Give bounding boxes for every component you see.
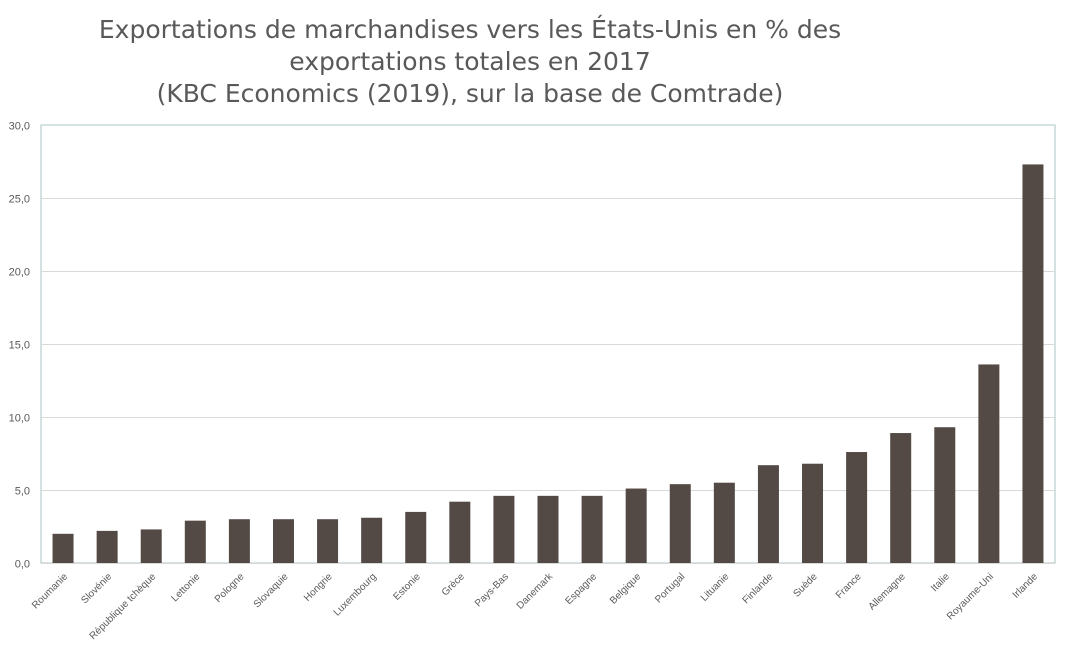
y-tick-label: 0,0 — [15, 559, 30, 571]
bar — [184, 520, 206, 563]
bar — [978, 364, 1000, 563]
y-tick-label: 20,0 — [9, 267, 30, 279]
y-tick-label: 30,0 — [9, 121, 30, 133]
x-tick-label: Danemark — [515, 571, 556, 612]
x-tick-label: Slovaquie — [252, 571, 291, 610]
x-tick-label: Slovénie — [79, 571, 114, 606]
bar — [890, 433, 912, 563]
y-tick-label: 10,0 — [9, 413, 30, 425]
x-tick-label: Finlande — [741, 571, 776, 606]
y-tick-label: 25,0 — [9, 194, 30, 206]
x-tick-label: Italie — [929, 571, 952, 594]
x-tick-label: Lettonie — [169, 571, 202, 604]
y-tick-label: 15,0 — [9, 340, 30, 352]
chart-title: Exportations de marchandises vers les Ét… — [80, 14, 860, 110]
bar — [361, 517, 383, 563]
x-tick-label: Portugal — [653, 571, 687, 605]
bar — [757, 465, 779, 563]
x-tick-label: Royaume-Uni — [945, 571, 996, 622]
bar — [96, 530, 118, 563]
x-tick-label: Suède — [791, 571, 820, 600]
bar — [405, 511, 427, 563]
bar — [52, 533, 74, 563]
x-tick-label: Grèce — [440, 571, 467, 598]
bar — [317, 519, 339, 563]
chart-title-line-3: (KBC Economics (2019), sur la base de Co… — [156, 79, 784, 108]
bar — [1022, 164, 1044, 564]
bar — [581, 495, 603, 563]
x-tick-label: Roumanie — [30, 571, 70, 611]
bar — [493, 495, 515, 563]
bar — [625, 488, 647, 563]
bar — [802, 463, 824, 563]
bar — [537, 495, 559, 563]
x-tick-label: Pays-Bas — [473, 571, 511, 609]
y-tick-label: 5,0 — [15, 486, 30, 498]
bar — [934, 427, 956, 563]
bar — [449, 501, 471, 563]
bar — [272, 519, 294, 563]
bar — [669, 484, 691, 563]
bar — [713, 482, 735, 563]
x-tick-label: France — [834, 571, 864, 601]
bar — [140, 529, 162, 563]
x-tick-label: Irlande — [1011, 571, 1041, 601]
x-tick-label: Pologne — [213, 571, 247, 605]
chart-title-line-2: exportations totales en 2017 — [289, 47, 651, 76]
x-tick-label: Espagne — [564, 571, 600, 607]
x-tick-label: Lituanie — [699, 571, 732, 604]
x-tick-label: Estonie — [391, 571, 423, 603]
bar — [846, 452, 868, 563]
x-tick-label: Hongrie — [302, 571, 335, 604]
chart-title-line-1: Exportations de marchandises vers les Ét… — [98, 15, 842, 44]
bar — [228, 519, 250, 563]
x-tick-label: Luxembourg — [332, 571, 379, 618]
x-tick-label: Belgique — [608, 571, 644, 607]
x-tick-label: Allemagne — [867, 571, 908, 612]
